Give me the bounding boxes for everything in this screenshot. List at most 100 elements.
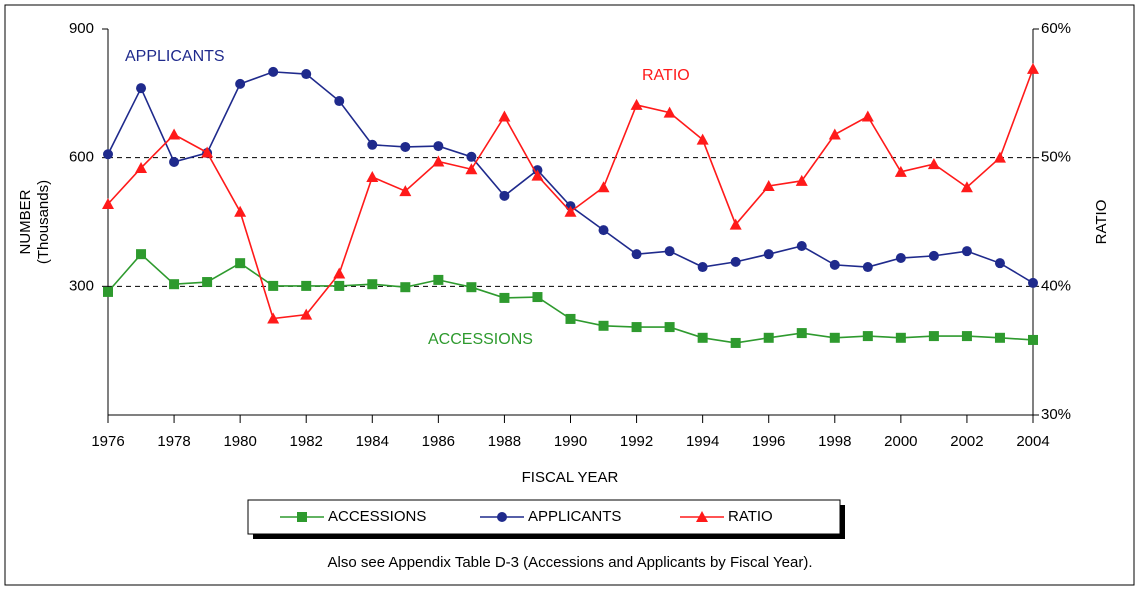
marker [400, 282, 411, 293]
y-tick-label: 900 [69, 20, 94, 37]
marker [961, 331, 972, 342]
marker [829, 259, 840, 270]
marker [796, 328, 807, 339]
x-tick-label: 1998 [818, 433, 851, 450]
x-tick-label: 1978 [157, 433, 190, 450]
marker [730, 337, 741, 348]
marker [565, 313, 576, 324]
marker [234, 205, 247, 217]
frame [4, 4, 1135, 586]
marker [597, 181, 610, 193]
y2-tick-label: 30% [1041, 406, 1071, 423]
marker [136, 83, 147, 94]
x-tick-label: 1976 [91, 433, 124, 450]
y-axis-label: (Thousands) [35, 180, 52, 264]
marker [301, 69, 312, 80]
marker [136, 249, 147, 260]
marker [499, 190, 510, 201]
marker [696, 511, 708, 522]
marker [103, 286, 113, 297]
marker [664, 322, 675, 333]
marker [1028, 277, 1038, 288]
marker [201, 146, 214, 158]
marker [334, 96, 345, 107]
x-tick-label: 2000 [884, 433, 917, 450]
marker [994, 258, 1005, 269]
marker [235, 258, 246, 269]
marker [598, 320, 609, 331]
marker [297, 512, 307, 522]
marker [697, 332, 708, 343]
marker [564, 205, 577, 217]
marker [631, 249, 642, 260]
marker [465, 163, 478, 175]
x-tick-label: 2002 [950, 433, 983, 450]
x-tick-label: 1984 [356, 433, 389, 450]
marker [630, 98, 643, 110]
y-axis-label: NUMBER [17, 189, 34, 254]
y-tick-label: 300 [69, 277, 94, 294]
marker [367, 279, 378, 290]
legend-label: APPLICANTS [528, 508, 621, 525]
marker [498, 110, 511, 122]
marker [895, 253, 906, 264]
marker [169, 279, 180, 290]
marker [598, 225, 609, 236]
marker [168, 128, 181, 140]
marker [268, 280, 279, 291]
marker [663, 106, 676, 118]
x-tick-label: 1990 [554, 433, 587, 450]
marker [267, 312, 280, 324]
marker [862, 262, 873, 273]
marker [993, 151, 1006, 163]
legend [247, 499, 841, 535]
y2-tick-label: 50% [1041, 149, 1071, 166]
y2-tick-label: 40% [1041, 277, 1071, 294]
x-tick-label: 1994 [686, 433, 719, 450]
marker [466, 151, 477, 162]
x-axis-label: FISCAL YEAR [522, 469, 619, 486]
y2-tick-label: 60% [1041, 20, 1071, 37]
series-line [107, 253, 1034, 344]
marker [400, 141, 411, 152]
legend-label: ACCESSIONS [328, 508, 426, 525]
marker [268, 66, 279, 77]
marker [763, 249, 774, 260]
marker [696, 133, 709, 145]
annotation: APPLICANTS [125, 48, 225, 65]
marker [202, 277, 213, 288]
marker [828, 128, 841, 140]
x-tick-label: 1988 [488, 433, 521, 450]
marker [1027, 62, 1039, 74]
x-tick-label: 1980 [223, 433, 256, 450]
marker [763, 332, 774, 343]
marker [795, 174, 808, 186]
annotation: ACCESSIONS [428, 331, 533, 348]
marker [169, 156, 180, 167]
marker [433, 141, 444, 152]
marker [697, 262, 708, 273]
marker [531, 169, 544, 181]
series-line [107, 68, 1034, 320]
marker [862, 331, 873, 342]
annotation: RATIO [642, 67, 690, 84]
marker [135, 161, 148, 173]
marker [497, 512, 507, 522]
marker [960, 181, 973, 193]
legend-label: RATIO [728, 508, 773, 525]
marker [895, 332, 906, 343]
marker [366, 170, 379, 182]
footnote: Also see Appendix Table D-3 (Accessions … [328, 554, 813, 571]
x-tick-label: 2004 [1016, 433, 1049, 450]
y-tick-label: 600 [69, 149, 94, 166]
marker [961, 246, 972, 257]
marker [927, 158, 940, 170]
marker [664, 246, 675, 257]
marker [466, 282, 477, 293]
x-tick-label: 1992 [620, 433, 653, 450]
marker [433, 274, 444, 285]
marker [300, 308, 313, 320]
marker [861, 110, 874, 122]
marker [235, 78, 246, 89]
